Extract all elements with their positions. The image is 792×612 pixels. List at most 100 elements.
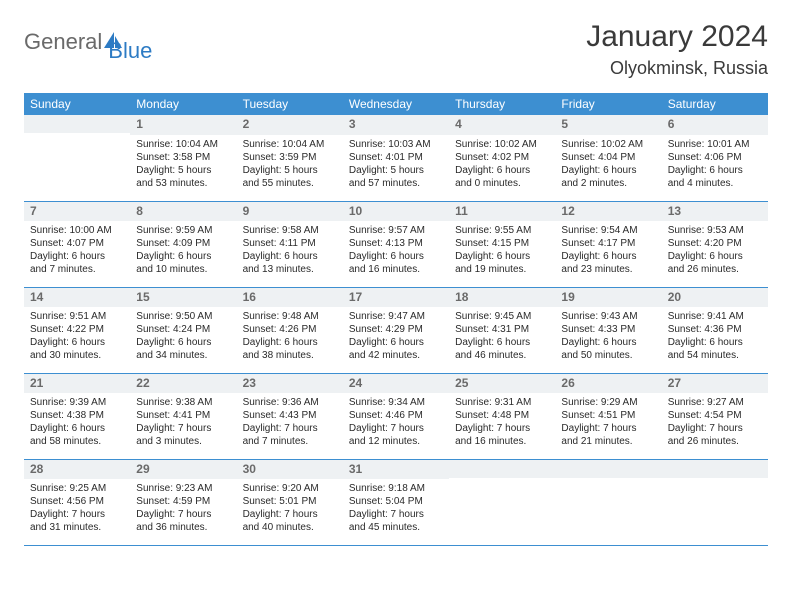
- daylight-text: Daylight: 6 hours and 54 minutes.: [668, 336, 762, 362]
- sunset-text: Sunset: 4:46 PM: [349, 409, 443, 422]
- calendar-day-cell: 9Sunrise: 9:58 AMSunset: 4:11 PMDaylight…: [237, 201, 343, 287]
- sunset-text: Sunset: 4:07 PM: [30, 237, 124, 250]
- daylight-text: Daylight: 6 hours and 2 minutes.: [561, 164, 655, 190]
- header: General Blue January 2024 Olyokminsk, Ru…: [24, 20, 768, 79]
- day-number: 26: [555, 374, 661, 394]
- day-details: Sunrise: 9:57 AMSunset: 4:13 PMDaylight:…: [343, 221, 449, 280]
- calendar-day-cell: 8Sunrise: 9:59 AMSunset: 4:09 PMDaylight…: [130, 201, 236, 287]
- sunrise-text: Sunrise: 10:04 AM: [136, 138, 230, 151]
- day-number: [449, 460, 555, 478]
- sunset-text: Sunset: 4:51 PM: [561, 409, 655, 422]
- calendar-day-cell: 26Sunrise: 9:29 AMSunset: 4:51 PMDayligh…: [555, 373, 661, 459]
- calendar-day-cell: 27Sunrise: 9:27 AMSunset: 4:54 PMDayligh…: [662, 373, 768, 459]
- sunrise-text: Sunrise: 9:45 AM: [455, 310, 549, 323]
- day-number: 16: [237, 288, 343, 308]
- day-details: Sunrise: 9:27 AMSunset: 4:54 PMDaylight:…: [662, 393, 768, 452]
- calendar-day-cell: 3Sunrise: 10:03 AMSunset: 4:01 PMDayligh…: [343, 115, 449, 201]
- sunset-text: Sunset: 4:56 PM: [30, 495, 124, 508]
- day-number: [662, 460, 768, 478]
- daylight-text: Daylight: 6 hours and 0 minutes.: [455, 164, 549, 190]
- sunset-text: Sunset: 4:59 PM: [136, 495, 230, 508]
- day-number: 4: [449, 115, 555, 135]
- daylight-text: Daylight: 7 hours and 16 minutes.: [455, 422, 549, 448]
- sunset-text: Sunset: 4:31 PM: [455, 323, 549, 336]
- sunset-text: Sunset: 4:29 PM: [349, 323, 443, 336]
- daylight-text: Daylight: 7 hours and 12 minutes.: [349, 422, 443, 448]
- day-number: 18: [449, 288, 555, 308]
- sunrise-text: Sunrise: 9:29 AM: [561, 396, 655, 409]
- daylight-text: Daylight: 7 hours and 3 minutes.: [136, 422, 230, 448]
- calendar-day-cell: 19Sunrise: 9:43 AMSunset: 4:33 PMDayligh…: [555, 287, 661, 373]
- day-details: Sunrise: 9:59 AMSunset: 4:09 PMDaylight:…: [130, 221, 236, 280]
- day-number: 29: [130, 460, 236, 480]
- daylight-text: Daylight: 6 hours and 58 minutes.: [30, 422, 124, 448]
- daylight-text: Daylight: 7 hours and 7 minutes.: [243, 422, 337, 448]
- sunrise-text: Sunrise: 9:18 AM: [349, 482, 443, 495]
- weekday-header: Friday: [555, 93, 661, 115]
- sunset-text: Sunset: 4:04 PM: [561, 151, 655, 164]
- sunrise-text: Sunrise: 10:01 AM: [668, 138, 762, 151]
- sunrise-text: Sunrise: 9:54 AM: [561, 224, 655, 237]
- sunset-text: Sunset: 4:36 PM: [668, 323, 762, 336]
- calendar-week-row: 21Sunrise: 9:39 AMSunset: 4:38 PMDayligh…: [24, 373, 768, 459]
- sunrise-text: Sunrise: 9:27 AM: [668, 396, 762, 409]
- day-number: 22: [130, 374, 236, 394]
- calendar-day-cell: 13Sunrise: 9:53 AMSunset: 4:20 PMDayligh…: [662, 201, 768, 287]
- sunset-text: Sunset: 4:13 PM: [349, 237, 443, 250]
- sunset-text: Sunset: 4:11 PM: [243, 237, 337, 250]
- sunset-text: Sunset: 3:59 PM: [243, 151, 337, 164]
- sunrise-text: Sunrise: 9:25 AM: [30, 482, 124, 495]
- daylight-text: Daylight: 7 hours and 31 minutes.: [30, 508, 124, 534]
- day-number: 6: [662, 115, 768, 135]
- sunrise-text: Sunrise: 10:04 AM: [243, 138, 337, 151]
- day-details: Sunrise: 9:39 AMSunset: 4:38 PMDaylight:…: [24, 393, 130, 452]
- day-number: 14: [24, 288, 130, 308]
- sunset-text: Sunset: 4:33 PM: [561, 323, 655, 336]
- weekday-header: Thursday: [449, 93, 555, 115]
- calendar-day-cell: 22Sunrise: 9:38 AMSunset: 4:41 PMDayligh…: [130, 373, 236, 459]
- location: Olyokminsk, Russia: [586, 58, 768, 79]
- calendar-day-cell: 23Sunrise: 9:36 AMSunset: 4:43 PMDayligh…: [237, 373, 343, 459]
- calendar-day-cell: 6Sunrise: 10:01 AMSunset: 4:06 PMDayligh…: [662, 115, 768, 201]
- day-number: 9: [237, 202, 343, 222]
- day-number: 3: [343, 115, 449, 135]
- calendar-day-cell: 10Sunrise: 9:57 AMSunset: 4:13 PMDayligh…: [343, 201, 449, 287]
- day-details: Sunrise: 9:54 AMSunset: 4:17 PMDaylight:…: [555, 221, 661, 280]
- day-number: [24, 115, 130, 133]
- daylight-text: Daylight: 7 hours and 40 minutes.: [243, 508, 337, 534]
- day-number: 30: [237, 460, 343, 480]
- daylight-text: Daylight: 5 hours and 55 minutes.: [243, 164, 337, 190]
- sunrise-text: Sunrise: 9:23 AM: [136, 482, 230, 495]
- sunrise-text: Sunrise: 9:59 AM: [136, 224, 230, 237]
- day-number: 8: [130, 202, 236, 222]
- day-number: 21: [24, 374, 130, 394]
- calendar-table: Sunday Monday Tuesday Wednesday Thursday…: [24, 93, 768, 546]
- day-number: 15: [130, 288, 236, 308]
- day-details: Sunrise: 9:23 AMSunset: 4:59 PMDaylight:…: [130, 479, 236, 538]
- day-details: Sunrise: 9:58 AMSunset: 4:11 PMDaylight:…: [237, 221, 343, 280]
- day-details: Sunrise: 9:43 AMSunset: 4:33 PMDaylight:…: [555, 307, 661, 366]
- day-details: Sunrise: 9:29 AMSunset: 4:51 PMDaylight:…: [555, 393, 661, 452]
- sunset-text: Sunset: 4:01 PM: [349, 151, 443, 164]
- calendar-day-cell: [449, 459, 555, 545]
- daylight-text: Daylight: 6 hours and 23 minutes.: [561, 250, 655, 276]
- sunset-text: Sunset: 4:41 PM: [136, 409, 230, 422]
- day-number: [555, 460, 661, 478]
- day-details: Sunrise: 9:50 AMSunset: 4:24 PMDaylight:…: [130, 307, 236, 366]
- calendar-day-cell: 4Sunrise: 10:02 AMSunset: 4:02 PMDayligh…: [449, 115, 555, 201]
- day-details: Sunrise: 9:36 AMSunset: 4:43 PMDaylight:…: [237, 393, 343, 452]
- day-details: Sunrise: 9:34 AMSunset: 4:46 PMDaylight:…: [343, 393, 449, 452]
- calendar-day-cell: 2Sunrise: 10:04 AMSunset: 3:59 PMDayligh…: [237, 115, 343, 201]
- sunset-text: Sunset: 4:02 PM: [455, 151, 549, 164]
- day-number: 1: [130, 115, 236, 135]
- day-number: 5: [555, 115, 661, 135]
- sunset-text: Sunset: 4:38 PM: [30, 409, 124, 422]
- sunrise-text: Sunrise: 9:20 AM: [243, 482, 337, 495]
- sunrise-text: Sunrise: 9:57 AM: [349, 224, 443, 237]
- daylight-text: Daylight: 5 hours and 53 minutes.: [136, 164, 230, 190]
- calendar-week-row: 7Sunrise: 10:00 AMSunset: 4:07 PMDayligh…: [24, 201, 768, 287]
- sunrise-text: Sunrise: 9:36 AM: [243, 396, 337, 409]
- day-number: 25: [449, 374, 555, 394]
- sunset-text: Sunset: 4:43 PM: [243, 409, 337, 422]
- day-details: Sunrise: 10:01 AMSunset: 4:06 PMDaylight…: [662, 135, 768, 194]
